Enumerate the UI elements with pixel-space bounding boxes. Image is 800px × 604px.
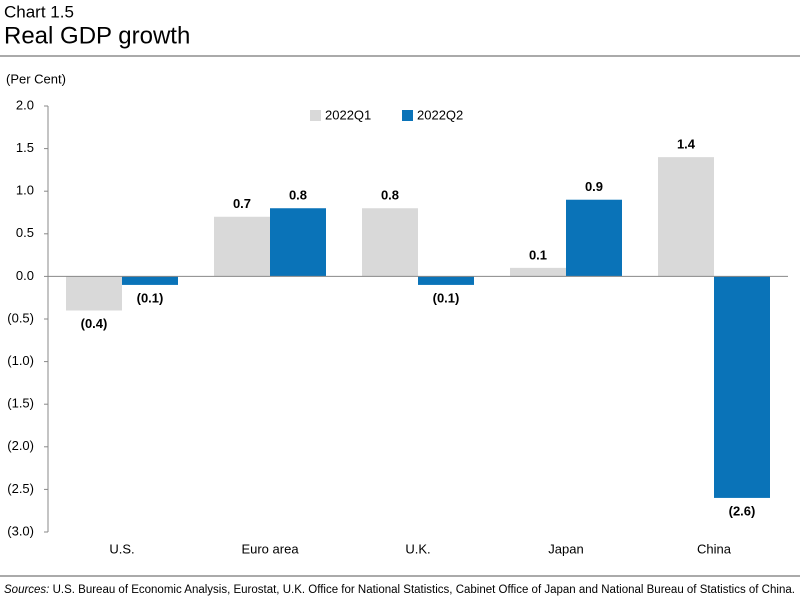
bar bbox=[66, 276, 122, 311]
x-tick-label: Euro area bbox=[241, 541, 299, 556]
bar bbox=[658, 157, 714, 277]
bar bbox=[510, 267, 566, 277]
y-tick-label: (2.5) bbox=[7, 481, 34, 496]
value-label: 0.7 bbox=[233, 196, 251, 211]
legend-label: 2022Q1 bbox=[325, 107, 371, 122]
y-tick-label: 2.0 bbox=[16, 97, 34, 112]
y-tick-label: 0.5 bbox=[16, 225, 34, 240]
y-tick-label: (1.5) bbox=[7, 396, 34, 411]
y-tick-label: (0.5) bbox=[7, 310, 34, 325]
x-tick-label: China bbox=[697, 541, 732, 556]
bar bbox=[714, 276, 770, 498]
value-label: (0.1) bbox=[433, 290, 460, 305]
y-tick-label: 1.5 bbox=[16, 140, 34, 155]
bar bbox=[418, 276, 474, 285]
legend-swatch bbox=[402, 110, 413, 121]
y-tick-label: (3.0) bbox=[7, 523, 34, 538]
legend-swatch bbox=[310, 110, 321, 121]
bar bbox=[270, 208, 326, 277]
sources-label: Sources: bbox=[4, 584, 49, 596]
value-label: 0.1 bbox=[529, 247, 547, 262]
y-axis-label: (Per Cent) bbox=[6, 71, 66, 86]
chart-label: Chart 1.5 bbox=[4, 2, 74, 21]
chart-title: Real GDP growth bbox=[4, 22, 190, 49]
y-tick-label: (1.0) bbox=[7, 353, 34, 368]
bar bbox=[566, 199, 622, 277]
value-label: (2.6) bbox=[729, 503, 756, 518]
bar bbox=[362, 208, 418, 277]
value-label: (0.1) bbox=[137, 290, 164, 305]
y-tick-label: (2.0) bbox=[7, 438, 34, 453]
x-tick-label: U.K. bbox=[405, 541, 430, 556]
y-tick-label: 1.0 bbox=[16, 183, 34, 198]
x-tick-label: Japan bbox=[548, 541, 583, 556]
bar bbox=[214, 216, 270, 277]
value-label: 0.9 bbox=[585, 179, 603, 194]
sources-text: U.S. Bureau of Economic Analysis, Eurost… bbox=[53, 584, 795, 596]
value-label: 0.8 bbox=[289, 188, 307, 203]
sources: Sources: U.S. Bureau of Economic Analysi… bbox=[4, 584, 795, 596]
bar bbox=[122, 276, 178, 285]
value-label: (0.4) bbox=[81, 316, 108, 331]
value-label: 1.4 bbox=[677, 137, 696, 152]
x-tick-label: U.S. bbox=[109, 541, 134, 556]
y-tick-label: 0.0 bbox=[16, 268, 34, 283]
legend-label: 2022Q2 bbox=[417, 107, 463, 122]
value-label: 0.8 bbox=[381, 188, 399, 203]
